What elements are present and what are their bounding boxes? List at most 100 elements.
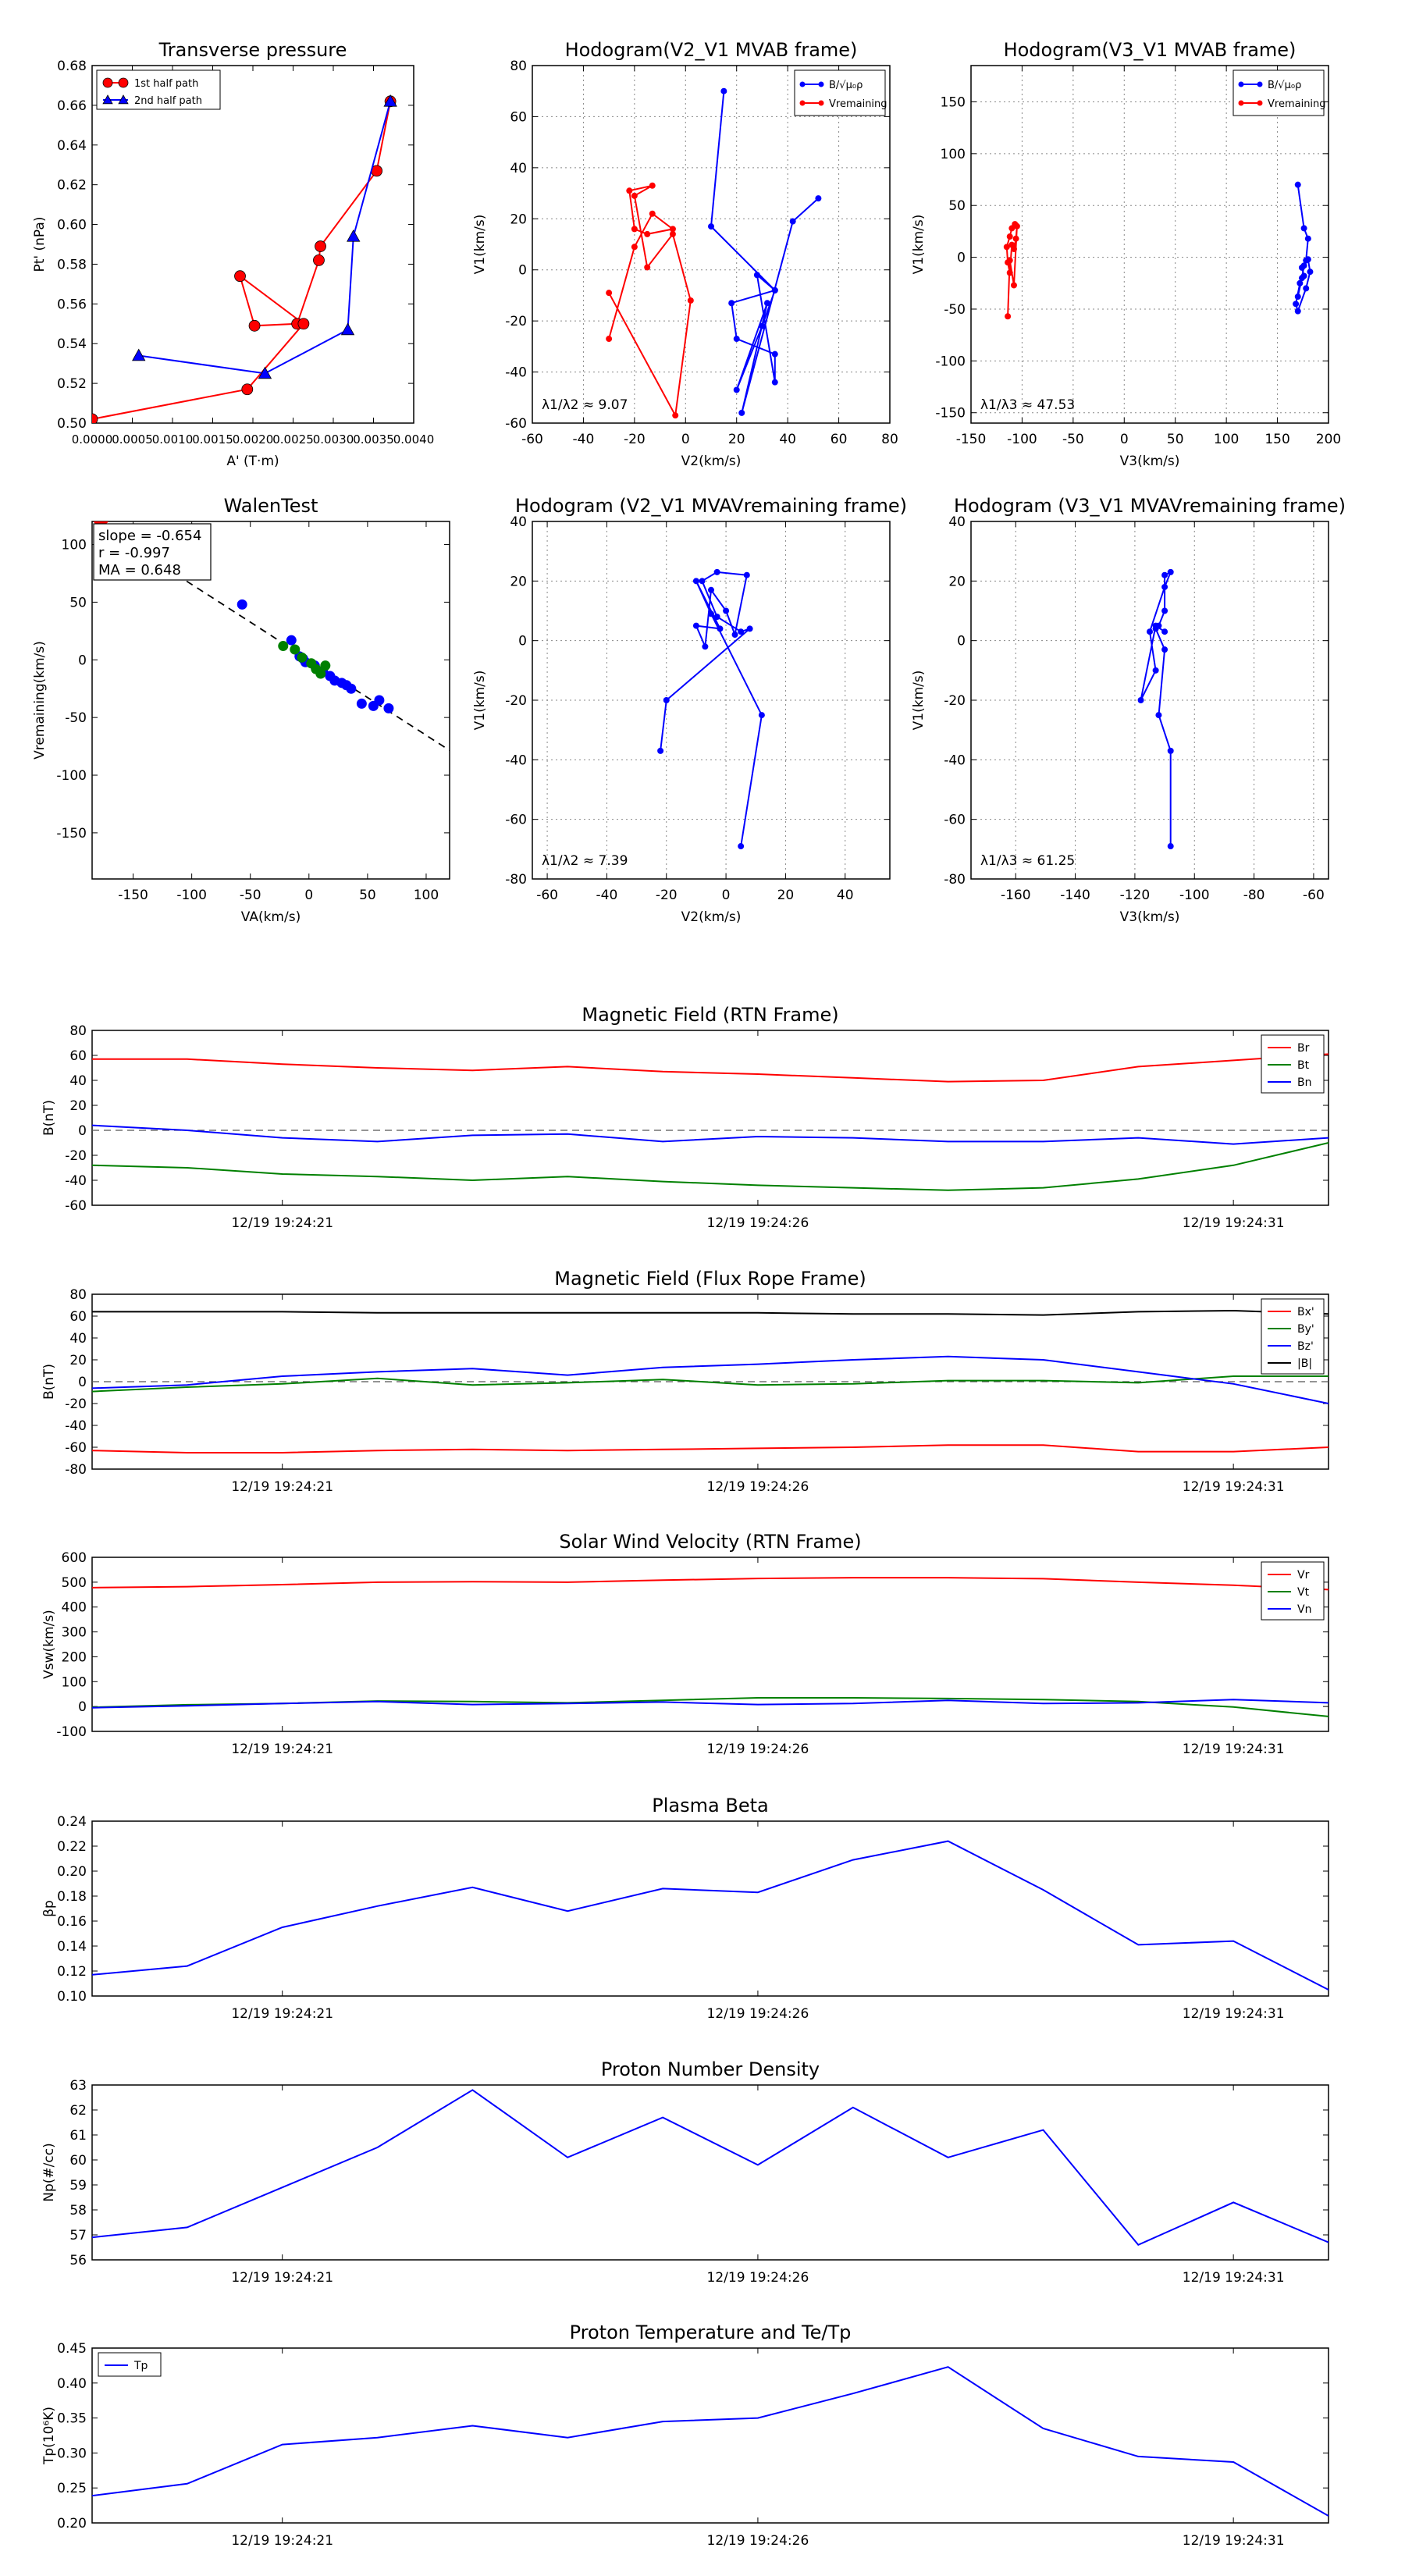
transverse-pressure-legend: 1st half path 2nd half path: [96, 69, 221, 110]
magnetic-field-flux-rope-ylabel: B(nT): [41, 1364, 57, 1400]
magnetic-field-flux-rope-ytick-label-7: 60: [69, 1309, 87, 1325]
hodogram-v2v1-mvab-series-0-marker-7: [753, 272, 760, 279]
solar-wind-velocity-legend-label-2: Vn: [1297, 1603, 1311, 1616]
transverse-pressure-series-0-line: [92, 101, 392, 420]
solar-wind-velocity-ytick-label-6: 500: [62, 1575, 87, 1591]
hodogram-v2v1-mvab-title: Hodogram(V2_V1 MVAB frame): [565, 39, 858, 61]
hodogram-v3v1-mvab-series-1-marker-5: [1006, 269, 1013, 276]
hodogram-v2v1-mvav-series-0-marker-17: [657, 747, 664, 754]
hodogram-v2v1-mvab-xtick-label-4: 20: [728, 432, 745, 447]
transverse-pressure-xtick-label-4: 0.0020: [233, 432, 274, 447]
walen-test-annotation-line-1: r = -0.997: [98, 545, 170, 561]
transverse-pressure-ytick-label-6: 0.62: [57, 178, 87, 194]
walen-test-xtick-label-2: -50: [240, 888, 261, 903]
hodogram-v2v1-mvav-ytick-label-3: -20: [505, 693, 527, 709]
solar-wind-velocity-legend-label-0: Vr: [1297, 1569, 1310, 1582]
magnetic-field-flux-rope-title: Magnetic Field (Flux Rope Frame): [554, 1268, 866, 1290]
hodogram-v2v1-mvav-xlabel: V2(km/s): [681, 909, 742, 925]
proton-number-density-xtick-label-1: 12/19 19:24:26: [707, 2270, 809, 2286]
proton-temperature-ytick-label-2: 0.30: [57, 2446, 87, 2461]
proton-temperature-xtick-label-0: 12/19 19:24:21: [231, 2533, 333, 2549]
transverse-pressure-xtick-label-6: 0.0030: [313, 432, 354, 447]
magnetic-field-rtn-frame: [91, 1030, 1329, 1206]
magnetic-field-flux-rope-legend-label-1: By': [1297, 1323, 1314, 1336]
transverse-pressure-legend-label-0: 1st half path: [134, 78, 198, 90]
walen-test-ytick-label-2: -50: [65, 710, 87, 726]
hodogram-v3v1-mvab-series-0-marker-13: [1298, 275, 1305, 282]
hodogram-v2v1-mvab-series-0-marker-8: [771, 286, 778, 294]
magnetic-field-flux-rope-ytick-label-5: 20: [69, 1353, 87, 1368]
hodogram-v3v1-mvab-xtick-label-6: 150: [1264, 432, 1289, 447]
hodogram-v2v1-mvab-legend-marker-b-1: [818, 100, 824, 106]
magnetic-field-flux-rope-series-0-line: [92, 1444, 1329, 1453]
hodogram-v3v1-mvav-ytick-label-5: 20: [948, 574, 966, 589]
proton-number-density-ytick-label-0: 56: [69, 2253, 87, 2268]
plasma-beta-xtick-label-0: 12/19 19:24:21: [231, 2006, 333, 2022]
hodogram-v2v1-mvab-series-1-marker-8: [631, 192, 638, 199]
hodogram-v3v1-mvab-xtick-label-7: 200: [1316, 432, 1341, 447]
plasma-beta-ytick-label-4: 0.18: [57, 1889, 87, 1905]
hodogram-v3v1-mvab-title: Hodogram(V3_V1 MVAB frame): [1004, 39, 1297, 61]
transverse-pressure-series-0-marker-8: [241, 383, 254, 396]
solar-wind-velocity-title: Solar Wind Velocity (RTN Frame): [559, 1531, 861, 1553]
transverse-pressure-ytick-label-0: 0.50: [57, 416, 87, 432]
proton-number-density-title: Proton Number Density: [601, 2058, 820, 2080]
walen-test-series-0-point-0: [237, 599, 247, 610]
hodogram-v2v1-mvab-series-0-marker-11: [763, 300, 770, 307]
hodogram-v2v1-mvav-ytick-label-2: -40: [505, 753, 527, 768]
solar-wind-velocity-ytick-label-2: 100: [62, 1674, 87, 1690]
hodogram-v3v1-mvab-series-1-marker-9: [1013, 222, 1020, 229]
hodogram-v3v1-mvab-legend-box: [1232, 69, 1325, 116]
proton-temperature-ylabel: Tp(10⁶K): [41, 2407, 57, 2465]
magnetic-field-flux-rope-xtick-label-2: 12/19 19:24:31: [1183, 1479, 1285, 1495]
walen-test-xlabel: VA(km/s): [241, 909, 301, 925]
hodogram-v2v1-mvav-title: Hodogram (V2_V1 MVAVremaining frame): [515, 495, 907, 517]
hodogram-v3v1-mvab-series-0-marker-0: [1294, 181, 1301, 188]
hodogram-v2v1-mvab-series-1-marker-4: [644, 230, 651, 237]
solar-wind-velocity-ytick-label-7: 600: [62, 1550, 87, 1566]
plasma-beta-ytick-label-5: 0.20: [57, 1864, 87, 1880]
transverse-pressure-series-0-marker-5: [248, 319, 261, 332]
hodogram-v2v1-mvab-series-0-line: [710, 91, 820, 414]
transverse-pressure-series-1-marker-3: [258, 366, 272, 379]
hodogram-v3v1-mvab-series-0-marker-7: [1293, 301, 1300, 308]
walen-test-xtick-label-3: 0: [304, 888, 313, 903]
hodogram-v3v1-mvab-series-1-marker-3: [1003, 244, 1010, 251]
plasma-beta-ytick-label-0: 0.10: [57, 1989, 87, 2005]
transverse-pressure-xtick-label-1: 0.0005: [112, 432, 153, 447]
hodogram-v3v1-mvav-series-0-marker-13: [1152, 622, 1159, 629]
walen-test-ytick-label-1: -100: [56, 768, 87, 784]
magnetic-field-flux-rope-ytick-label-1: -60: [65, 1440, 87, 1456]
hodogram-v2v1-mvav-series-0-marker-12: [699, 578, 706, 585]
hodogram-v3v1-mvab-legend-label-0: B/√μ₀ρ: [1268, 80, 1301, 91]
hodogram-v2v1-mvab-ytick-label-4: 20: [510, 212, 527, 227]
magnetic-field-flux-rope-series-3-line: [92, 1309, 1329, 1316]
hodogram-v3v1-mvab-xtick-label-4: 50: [1167, 432, 1184, 447]
transverse-pressure-xlabel: A' (T·m): [226, 454, 279, 469]
hodogram-v3v1-mvab-xlabel: V3(km/s): [1120, 454, 1180, 469]
transverse-pressure-xtick-label-0: 0.0000: [72, 432, 113, 447]
hodogram-v3v1-mvab-frame: [970, 65, 1329, 424]
proton-number-density-ytick-label-3: 59: [69, 2178, 87, 2194]
hodogram-v3v1-mvav-series-0-marker-10: [1147, 628, 1153, 635]
transverse-pressure-frame: [91, 65, 414, 424]
plasma-beta-ytick-label-7: 0.24: [57, 1814, 87, 1830]
hodogram-v3v1-mvav-series-0-marker-14: [1161, 628, 1168, 635]
hodogram-v3v1-mvav-series-0-marker-9: [1161, 583, 1168, 590]
hodogram-v2v1-mvab-series-1-marker-10: [669, 230, 676, 237]
transverse-pressure-ylabel: Pt' (nPa): [32, 217, 48, 272]
magnetic-field-flux-rope-ytick-label-6: 40: [69, 1331, 87, 1347]
hodogram-v2v1-mvab-ylabel: V1(km/s): [472, 215, 488, 275]
proton-temperature-ytick-label-0: 0.20: [57, 2516, 87, 2532]
hodogram-v3v1-mvav-series-0-marker-1: [1167, 747, 1174, 754]
hodogram-v3v1-mvab-legend-marker-a-1: [1238, 100, 1244, 106]
magnetic-field-flux-rope-ytick-label-0: -80: [65, 1462, 87, 1478]
proton-temperature-ytick-label-5: 0.45: [57, 2341, 87, 2357]
plasma-beta-xtick-label-1: 12/19 19:24:26: [707, 2006, 809, 2022]
hodogram-v3v1-mvav-xtick-label-5: -60: [1303, 888, 1325, 903]
hodogram-v3v1-mvav-ytick-label-6: 40: [948, 514, 966, 530]
proton-temperature-series-0-line: [92, 2366, 1329, 2517]
solar-wind-velocity-chart: -100 0 100 200 300 400 500 600 12/19 19:24:21 12/…: [41, 1531, 1329, 1757]
magnetic-field-flux-rope-xtick-label-1: 12/19 19:24:26: [707, 1479, 809, 1495]
transverse-pressure-series-0-marker-6: [234, 270, 246, 283]
